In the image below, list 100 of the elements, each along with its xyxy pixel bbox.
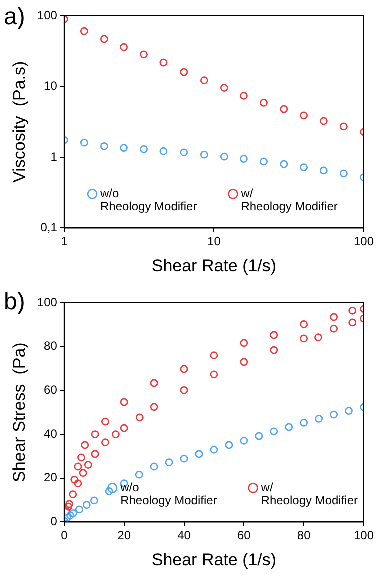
point <box>320 117 328 126</box>
point <box>64 514 72 522</box>
point <box>75 506 84 514</box>
point <box>330 324 338 333</box>
point <box>270 346 278 354</box>
point <box>82 501 91 510</box>
x-tick-label: 40 <box>178 528 192 543</box>
point <box>80 138 88 147</box>
point <box>180 148 188 157</box>
point <box>348 306 357 315</box>
point <box>120 424 128 432</box>
point <box>78 454 86 462</box>
point <box>340 122 348 131</box>
point <box>100 142 108 150</box>
point <box>220 84 228 92</box>
point <box>300 164 308 172</box>
point <box>120 43 128 52</box>
y-tick-label: 40 <box>44 426 58 441</box>
point <box>165 458 174 467</box>
point <box>80 27 88 36</box>
point <box>112 430 120 438</box>
point <box>200 150 208 159</box>
x-axis-title: Shear Rate (1/s) <box>152 256 277 276</box>
point <box>69 509 78 518</box>
x-tick-label: 1 <box>61 234 68 249</box>
point <box>100 35 108 44</box>
point <box>91 430 100 438</box>
legend-label: w/ Rheology Modifier <box>240 186 338 214</box>
point <box>330 313 338 322</box>
point <box>260 158 268 166</box>
x-tick-label: 20 <box>118 528 132 543</box>
point <box>210 370 218 379</box>
legend-label: w/ Rheology Modifier <box>260 480 358 508</box>
point <box>225 441 234 450</box>
legend-label: w/o Rheology Modifier <box>120 480 218 508</box>
y-axis-title: Viscosity (Pa.s) <box>10 61 29 183</box>
point <box>300 334 308 343</box>
point <box>74 480 82 488</box>
point <box>260 98 268 107</box>
point <box>91 450 100 458</box>
y-tick-label: 0 <box>50 514 58 529</box>
point <box>74 462 82 471</box>
legend-label: w/o Rheology Modifier <box>99 186 198 214</box>
point <box>160 147 168 156</box>
y-tick-label: 100 <box>37 8 58 22</box>
point <box>240 358 248 366</box>
point <box>220 152 228 161</box>
point <box>105 488 114 496</box>
point <box>90 496 98 505</box>
point <box>180 68 188 76</box>
point <box>300 320 308 328</box>
point <box>210 352 218 360</box>
x-tick-label: 0 <box>61 528 68 543</box>
point <box>66 500 74 508</box>
point <box>300 112 308 120</box>
y-tick-label: 80 <box>44 339 58 354</box>
point <box>315 415 324 423</box>
point <box>280 105 288 114</box>
point <box>102 438 110 447</box>
point <box>240 436 248 445</box>
point <box>81 441 90 450</box>
y-tick-label: 1 <box>50 150 58 164</box>
y-tick-label: 0,1 <box>40 220 58 235</box>
point <box>150 403 158 412</box>
point <box>70 476 79 484</box>
point <box>150 462 158 471</box>
point <box>84 461 92 469</box>
point <box>160 58 168 67</box>
point <box>270 428 278 436</box>
x-tick-label: 60 <box>237 528 252 543</box>
point <box>140 50 148 59</box>
point <box>255 432 264 440</box>
y-tick-label: 10 <box>44 79 58 94</box>
point <box>180 365 188 374</box>
point <box>150 379 158 388</box>
point <box>270 331 278 340</box>
point <box>300 418 308 427</box>
point <box>180 386 188 394</box>
y-tick-label: 60 <box>44 382 58 397</box>
point <box>200 76 208 85</box>
point <box>240 92 248 100</box>
x-axis-title: Shear Rate (1/s) <box>152 550 277 570</box>
point <box>314 334 322 342</box>
x-tick-label: 80 <box>297 528 312 543</box>
point <box>210 446 218 454</box>
point <box>120 398 128 406</box>
point <box>340 170 348 178</box>
point <box>195 450 204 458</box>
x-tick-label: 10 <box>208 234 222 249</box>
point <box>240 155 248 163</box>
x-tick-label: 100 <box>354 234 374 249</box>
point <box>345 407 353 416</box>
point <box>330 410 338 419</box>
chart-title: b) <box>4 288 26 316</box>
x-tick-label: 100 <box>354 528 374 543</box>
y-tick-label: 100 <box>37 295 58 310</box>
point <box>69 490 78 499</box>
y-axis-title: Shear Stress (Pa) <box>10 342 29 483</box>
y-tick-label: 20 <box>44 470 58 485</box>
point <box>102 418 110 426</box>
